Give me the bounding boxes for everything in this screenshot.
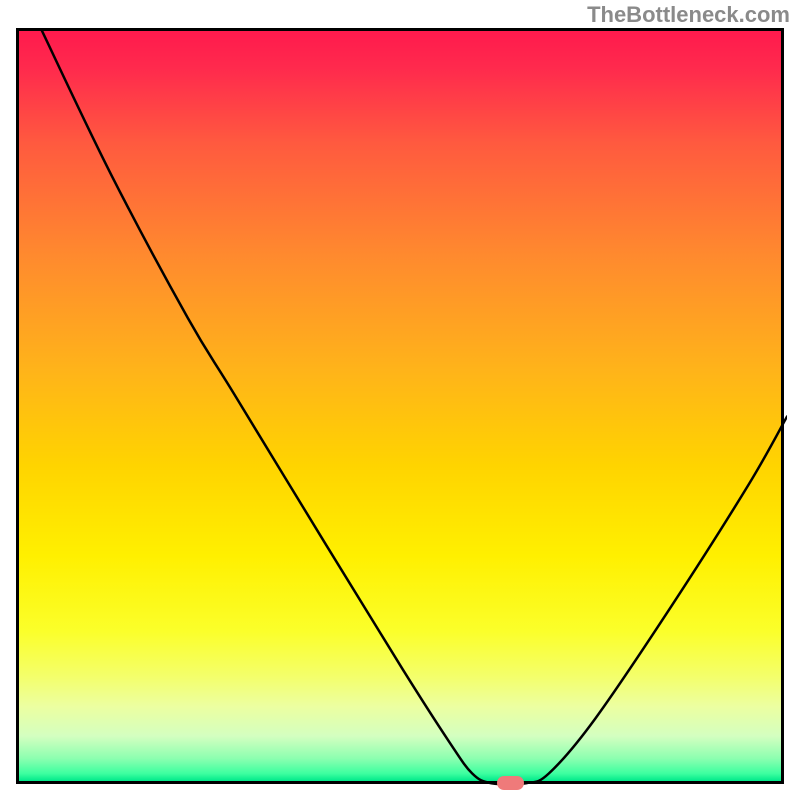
curve-layer	[19, 31, 787, 787]
bottleneck-chart: TheBottleneck.com	[0, 0, 800, 800]
plot-area	[16, 28, 784, 784]
watermark-text: TheBottleneck.com	[587, 2, 790, 28]
bottleneck-curve	[42, 31, 787, 784]
optimal-marker	[497, 776, 525, 790]
